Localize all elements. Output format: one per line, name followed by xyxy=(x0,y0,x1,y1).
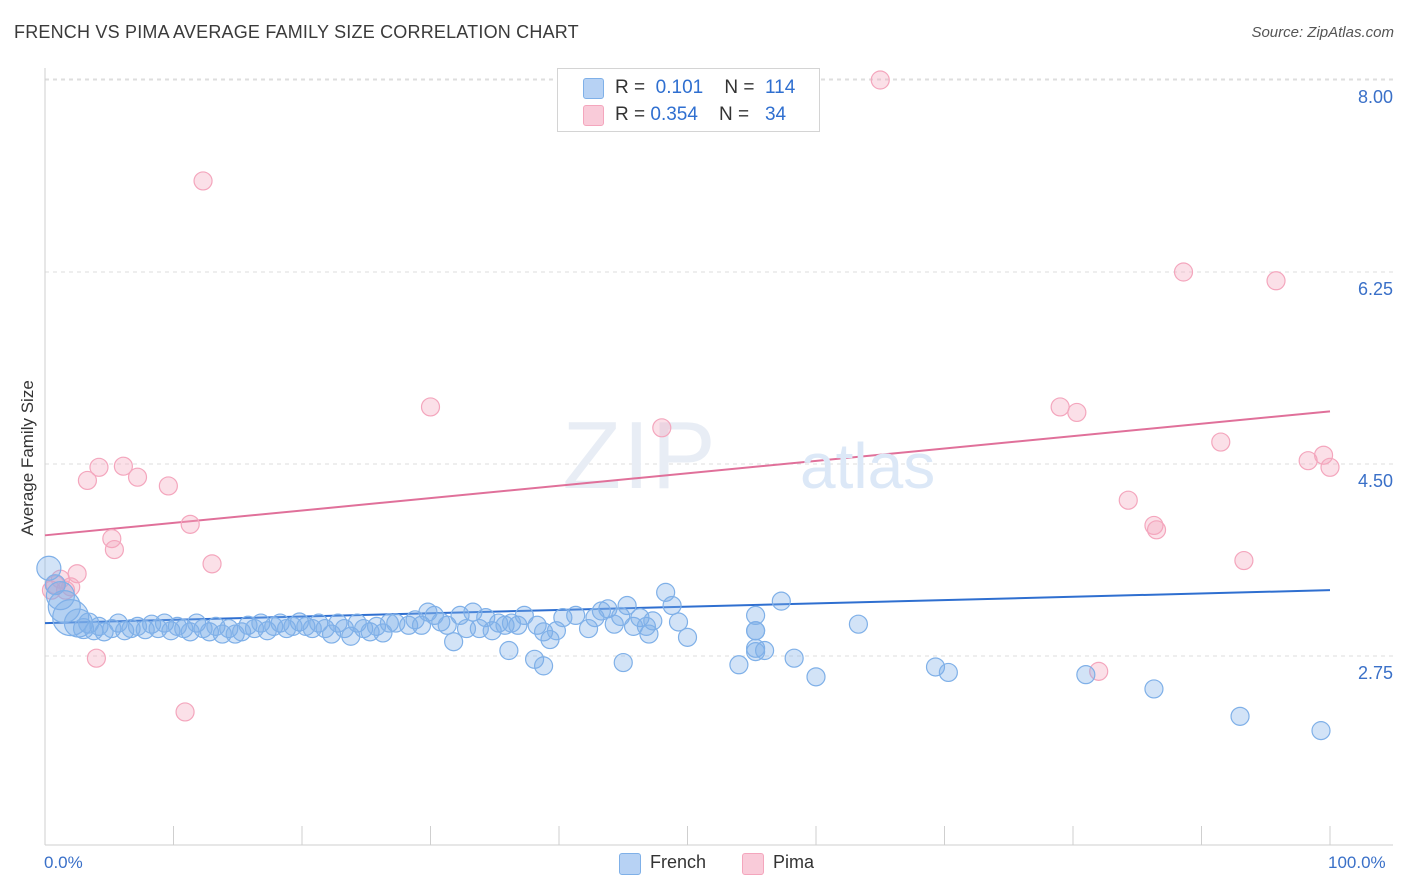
pima-point xyxy=(1320,457,1340,477)
pima-point xyxy=(1211,432,1231,452)
pima-point xyxy=(86,648,107,668)
chart-title: FRENCH VS PIMA AVERAGE FAMILY SIZE CORRE… xyxy=(14,22,579,42)
french-point xyxy=(639,624,659,644)
french-point xyxy=(746,605,766,626)
french-point xyxy=(373,623,393,643)
grid-layer xyxy=(45,78,1393,657)
pima-point xyxy=(89,457,109,477)
source-label: Source: ZipAtlas.com xyxy=(1251,24,1394,41)
trend-layer xyxy=(44,410,1331,625)
y-tick-label: 4.50 xyxy=(1358,471,1393,491)
pima-point xyxy=(1266,271,1286,291)
legend-pima-text: R = 0.354 N = 34 xyxy=(615,104,787,125)
french-point xyxy=(604,614,624,634)
french-point xyxy=(444,632,464,652)
french-point xyxy=(668,612,689,632)
pima-point xyxy=(77,470,98,491)
x-tick-label-min: 0.0% xyxy=(44,853,83,872)
french-point xyxy=(729,655,749,675)
stats-legend: R = 0.101 N = 114 R = 0.354 N = 34 xyxy=(557,68,820,132)
french-point xyxy=(754,640,775,661)
french-point xyxy=(806,667,826,687)
watermark: ZIP xyxy=(562,402,717,509)
french-swatch xyxy=(583,78,604,99)
french-point xyxy=(1076,665,1096,685)
french-point xyxy=(938,662,958,683)
french-legend-swatch xyxy=(619,853,641,875)
pima-point xyxy=(158,476,178,496)
pima-n-value: 34 xyxy=(764,104,787,125)
french-point xyxy=(499,640,519,661)
pima-legend-label: Pima xyxy=(773,852,815,872)
pima-point xyxy=(113,456,133,476)
pima-point xyxy=(1067,402,1087,423)
french-r-value: 0.101 xyxy=(655,77,704,98)
french-point xyxy=(617,595,637,616)
pima-point xyxy=(193,171,213,191)
y-tick-labels: 8.00 6.25 4.50 2.75 xyxy=(1358,87,1393,683)
french-point xyxy=(437,615,457,635)
french-point xyxy=(45,581,76,611)
french-point xyxy=(1144,679,1164,699)
pima-legend-swatch xyxy=(742,853,764,875)
french-trend-line xyxy=(44,589,1331,625)
french-n-value: 114 xyxy=(764,77,796,98)
french-point xyxy=(613,652,633,673)
pima-point xyxy=(1173,262,1194,282)
pima-trend-line xyxy=(44,410,1331,537)
french-point xyxy=(611,606,631,627)
pima-point xyxy=(652,418,672,438)
french-point xyxy=(1230,706,1250,726)
french-point xyxy=(784,648,804,668)
pima-swatch xyxy=(583,105,604,126)
pima-r-value: 0.354 xyxy=(650,104,698,125)
watermark-atlas: atlas xyxy=(800,430,935,502)
french-point xyxy=(533,656,554,676)
french-point xyxy=(746,621,766,641)
french-point xyxy=(566,605,586,626)
pima-point xyxy=(1050,397,1070,417)
points-layer xyxy=(36,70,1340,741)
pima-point xyxy=(1313,445,1334,465)
french-point xyxy=(44,574,66,596)
french-point xyxy=(662,595,682,616)
pima-point xyxy=(1118,490,1138,510)
french-point xyxy=(578,618,599,639)
legend-french-text: R = 0.101 N = 114 xyxy=(615,77,796,98)
french-point xyxy=(771,591,791,611)
french-point xyxy=(379,613,399,633)
pima-point xyxy=(175,702,195,722)
french-point xyxy=(514,605,534,626)
y-tick-label: 8.00 xyxy=(1358,87,1393,107)
pima-point xyxy=(180,514,200,534)
pima-point xyxy=(870,70,890,90)
french-point xyxy=(1311,721,1331,741)
french-point xyxy=(508,615,528,635)
y-tick-label: 2.75 xyxy=(1358,663,1393,683)
pima-point xyxy=(127,467,148,487)
pima-point xyxy=(1146,520,1167,540)
y-tick-label: 6.25 xyxy=(1358,279,1393,299)
axis-layer xyxy=(44,68,1393,846)
pima-point xyxy=(67,564,87,584)
x-tick-label-max: 100.0% xyxy=(1328,853,1386,872)
french-point xyxy=(677,627,698,647)
pima-point xyxy=(420,397,441,417)
pima-point xyxy=(104,539,124,560)
french-legend-label: French xyxy=(650,852,707,872)
pima-point xyxy=(1234,550,1254,571)
french-point xyxy=(848,614,869,634)
pima-point xyxy=(202,554,222,574)
